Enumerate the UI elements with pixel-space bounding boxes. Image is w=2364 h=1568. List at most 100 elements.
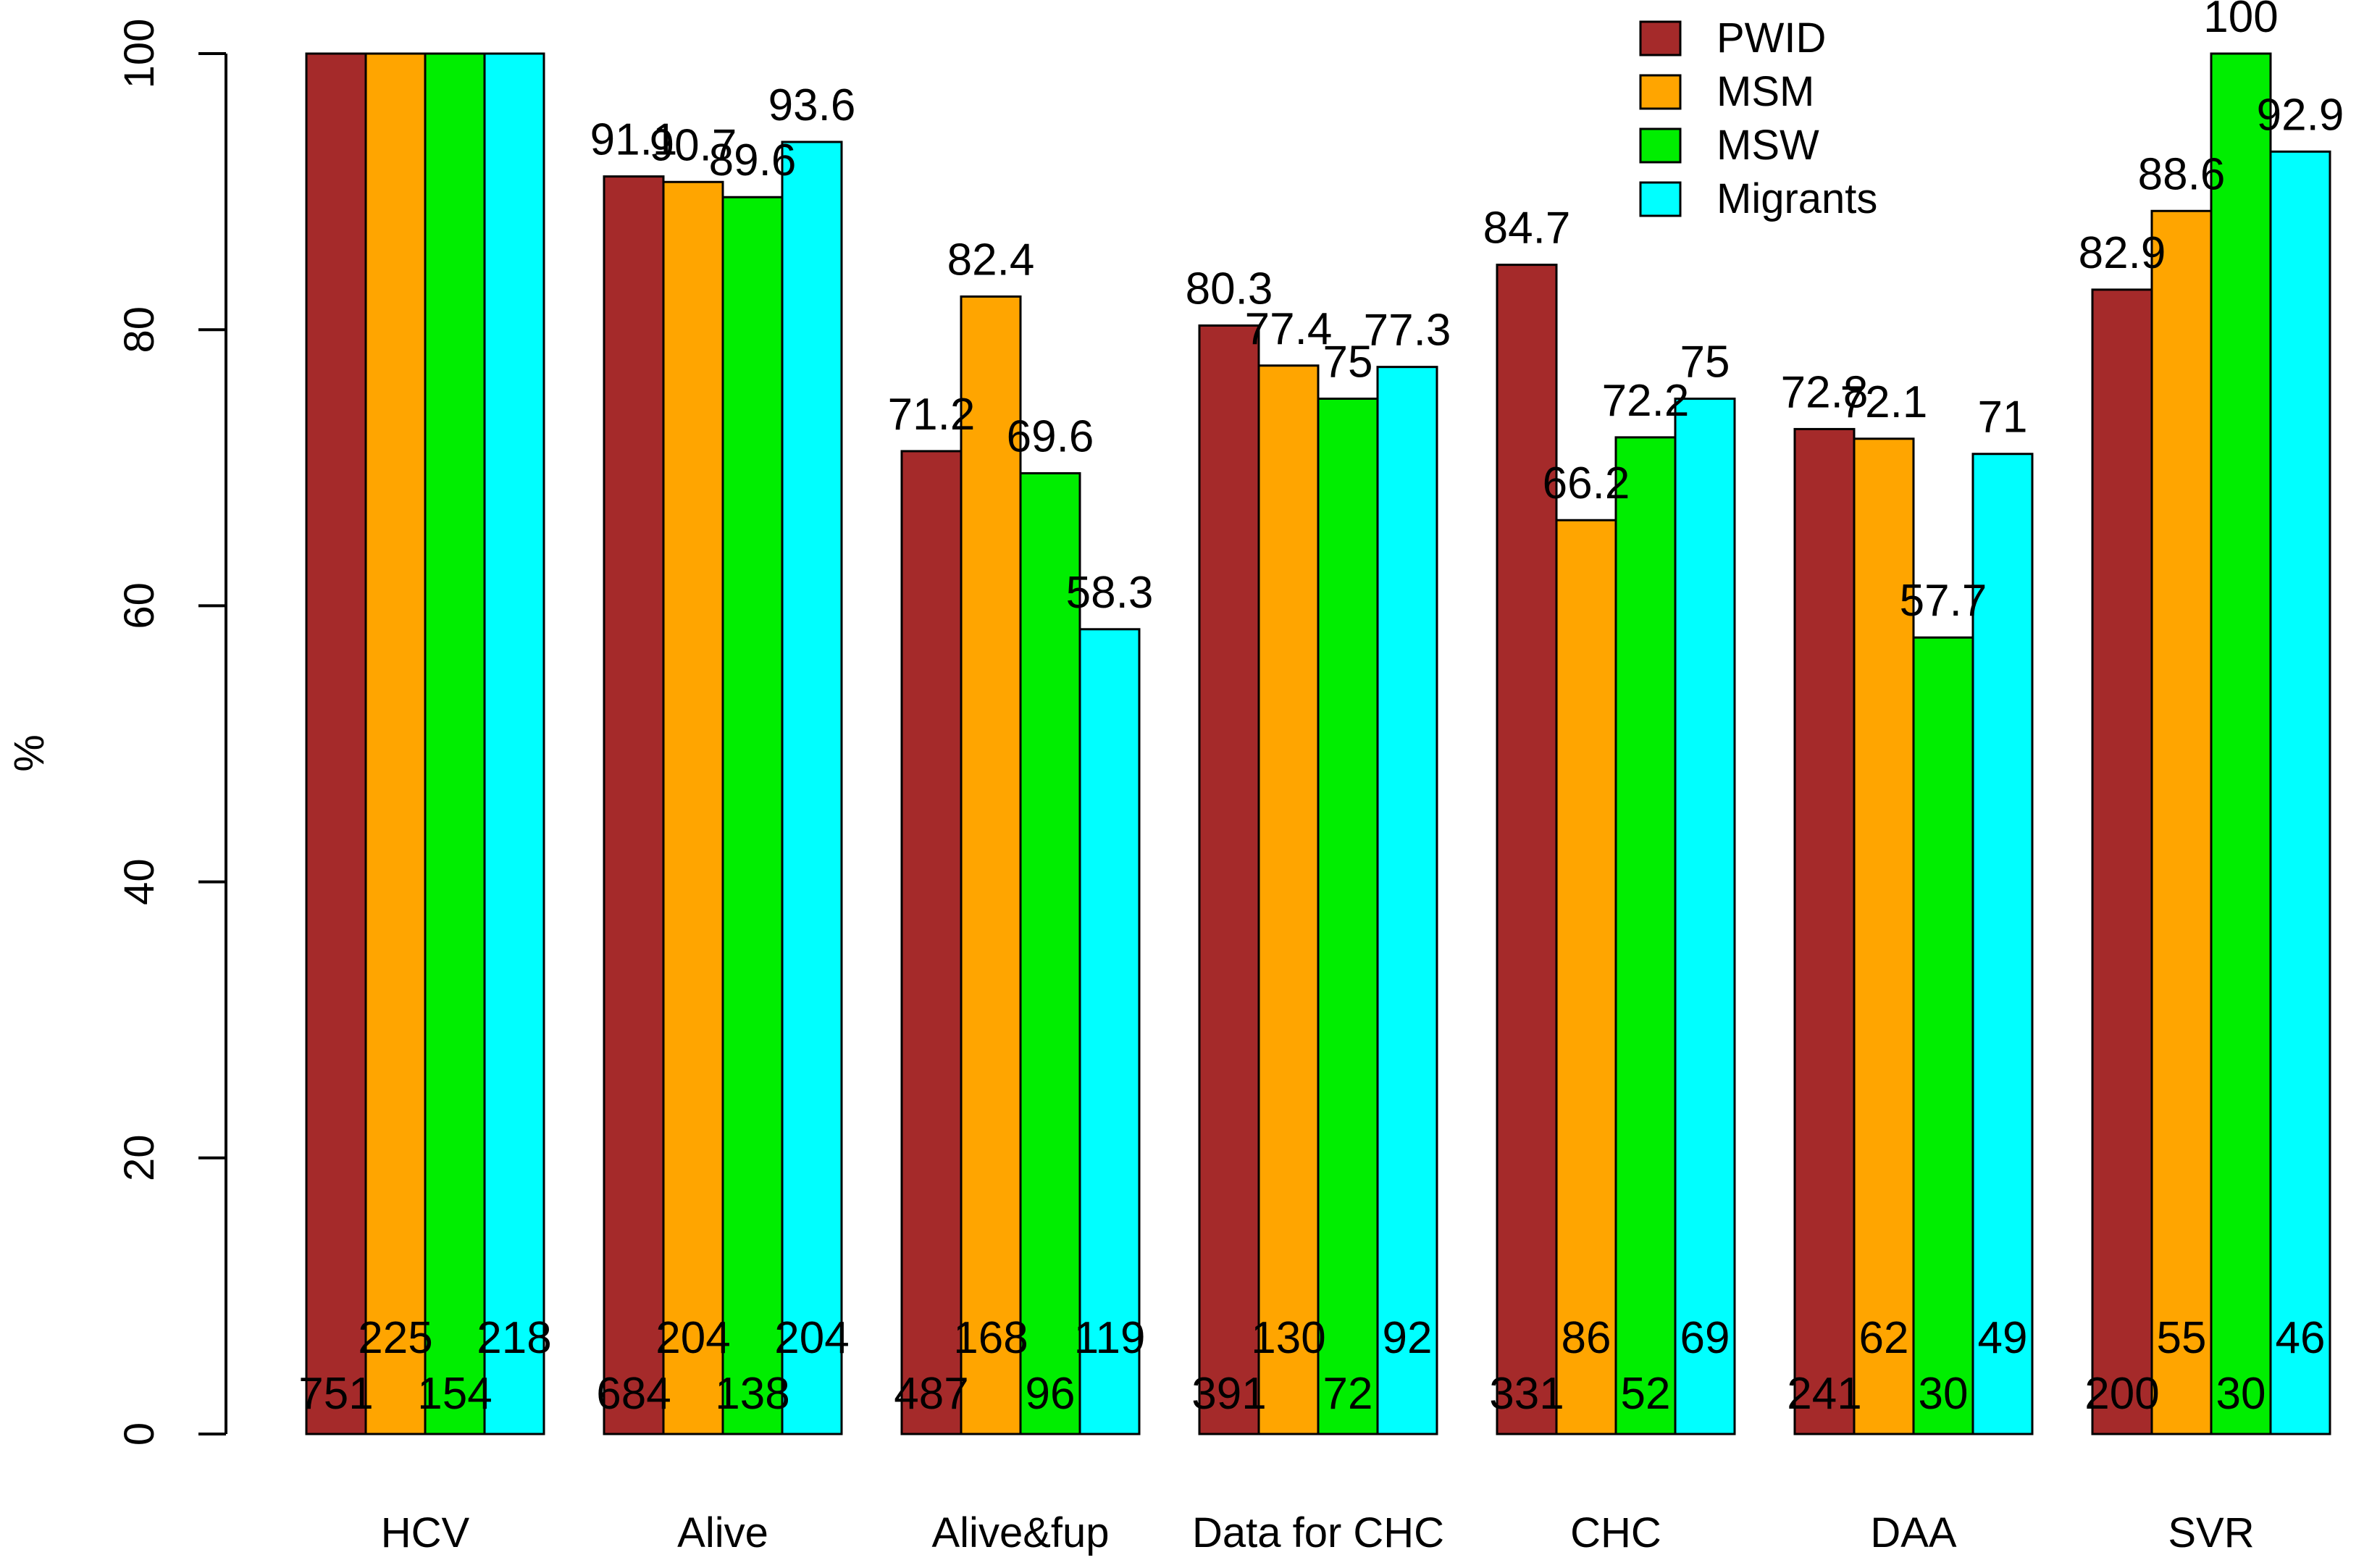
- count-label: 751: [298, 1369, 373, 1419]
- legend-swatch: [1639, 181, 1682, 217]
- bar: [364, 52, 427, 1435]
- bar: [781, 141, 843, 1435]
- category-label: Data for CHC: [1192, 1509, 1444, 1556]
- legend-label: PWID: [1717, 14, 1826, 62]
- value-label: 100: [2203, 0, 2278, 42]
- legend-swatch: [1639, 74, 1682, 110]
- y-axis-label: %: [6, 734, 53, 772]
- value-labels-layer: 91.190.789.693.6 71.2 82.4 69.6 58.3 80.377.4…: [590, 0, 2344, 626]
- count-label: 684: [596, 1369, 671, 1419]
- value-label: 72.2: [1602, 376, 1690, 426]
- category-label: CHC: [1570, 1509, 1661, 1556]
- count-label: 331: [1489, 1369, 1564, 1419]
- value-label: 72.8: [1781, 367, 1869, 417]
- count-label: 241: [1787, 1369, 1861, 1419]
- bar: [721, 196, 784, 1435]
- count-label: 200: [2084, 1369, 2159, 1419]
- bar: [900, 450, 963, 1435]
- value-label: 66.2: [1543, 458, 1630, 508]
- bar: [1912, 636, 1974, 1435]
- y-tick-label: 60: [116, 582, 163, 629]
- value-label: 93.6: [768, 80, 856, 130]
- bar: [2269, 150, 2331, 1435]
- bar: [1853, 437, 1915, 1435]
- bars-layer: [305, 52, 2331, 1435]
- value-label: 75: [1323, 338, 1373, 387]
- count-label: 130: [1251, 1313, 1325, 1363]
- count-label: 487: [894, 1369, 968, 1419]
- count-label: 86: [1562, 1313, 1611, 1363]
- bar: [1674, 398, 1736, 1435]
- legend-swatch: [1639, 20, 1682, 56]
- bar: [1555, 519, 1617, 1435]
- value-label: 82.4: [947, 235, 1035, 285]
- bar: [2210, 52, 2272, 1435]
- y-axis: 0 20 40 60 80 100: [116, 19, 227, 1446]
- bar: [603, 175, 665, 1435]
- y-tick-label: 20: [116, 1135, 163, 1182]
- bar: [1793, 427, 1856, 1435]
- legend-swatch: [1639, 127, 1682, 164]
- value-label: 89.6: [709, 135, 797, 185]
- y-tick-label: 80: [116, 306, 163, 353]
- bar: [1376, 366, 1438, 1435]
- category-label: DAA: [1870, 1509, 1957, 1556]
- count-label: 218: [477, 1313, 551, 1363]
- value-label: 58.3: [1066, 568, 1154, 618]
- category-label: Alive&fup: [931, 1509, 1109, 1556]
- count-label: 30: [1919, 1369, 1969, 1419]
- bar: [1078, 628, 1141, 1435]
- count-label: 46: [2276, 1313, 2326, 1363]
- count-label: 52: [1621, 1369, 1671, 1419]
- value-label: 72.1: [1840, 377, 1928, 427]
- count-label: 96: [1026, 1369, 1076, 1419]
- category-labels-layer: HCV Alive Alive&fup Data for CHC CHC DAA SVR: [381, 1509, 2255, 1556]
- count-labels-layer: 751 225 154 218 684 204 138 204 487 168 96 119 391 13…: [298, 1313, 2325, 1419]
- bar: [1317, 398, 1379, 1435]
- value-label: 71: [1978, 393, 2028, 443]
- value-label: 80.3: [1186, 264, 1273, 314]
- legend-label: Migrants: [1717, 175, 1877, 222]
- count-label: 69: [1680, 1313, 1730, 1363]
- legend-label: MSW: [1717, 122, 1819, 169]
- value-label: 92.9: [2257, 90, 2344, 140]
- value-label: 77.3: [1364, 306, 1451, 356]
- bar: [662, 180, 724, 1435]
- count-label: 55: [2157, 1313, 2207, 1363]
- bar: [424, 52, 486, 1435]
- bar: [305, 52, 367, 1435]
- value-label: 84.7: [1483, 204, 1571, 253]
- bar: [1614, 436, 1677, 1435]
- bar: [960, 295, 1022, 1435]
- value-label: 57.7: [1900, 576, 1987, 626]
- value-label: 71.2: [888, 390, 976, 440]
- count-label: 204: [655, 1313, 730, 1363]
- y-tick-label: 40: [116, 858, 163, 905]
- count-label: 119: [1074, 1313, 1146, 1363]
- value-label: 91.1: [590, 115, 678, 165]
- y-tick-label: 0: [116, 1422, 163, 1446]
- bar: [1496, 264, 1558, 1435]
- category-label: HCV: [381, 1509, 470, 1556]
- category-label: Alive: [677, 1509, 768, 1556]
- bar: [1257, 364, 1320, 1435]
- count-label: 225: [358, 1313, 432, 1363]
- value-label: 82.9: [2079, 228, 2166, 278]
- bar: [2150, 209, 2213, 1435]
- count-label: 30: [2216, 1369, 2266, 1419]
- count-label: 391: [1191, 1369, 1266, 1419]
- count-label: 204: [774, 1313, 849, 1363]
- count-label: 62: [1859, 1313, 1909, 1363]
- category-label: SVR: [2168, 1509, 2254, 1556]
- value-label: 90.7: [650, 120, 737, 170]
- bar: [483, 52, 545, 1435]
- bar: [1019, 471, 1081, 1435]
- count-label: 92: [1383, 1313, 1433, 1363]
- count-label: 154: [417, 1369, 492, 1419]
- bar: [2091, 288, 2153, 1435]
- bar: [1198, 324, 1260, 1435]
- y-tick-label: 100: [116, 19, 163, 89]
- value-label: 69.6: [1007, 411, 1094, 461]
